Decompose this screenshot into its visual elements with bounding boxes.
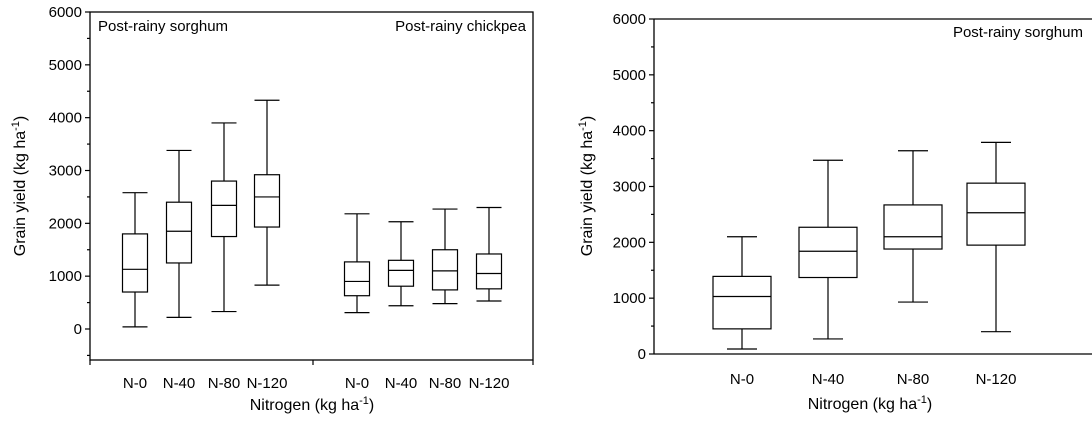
y-tick-label: 1000 [613,290,646,307]
x-tick-label: N-80 [208,375,241,392]
box-1-2 [431,208,459,305]
x-tick-label: N-40 [163,375,196,392]
box-0-2 [210,122,238,313]
x-tick-label: N-80 [429,375,462,392]
iqr-box [798,226,858,279]
iqr-box [253,174,281,228]
x-tick-label: N-40 [812,371,845,388]
x-tick-label: N-40 [385,375,418,392]
box-r-1 [798,159,858,340]
y-tick-label: 1000 [49,268,82,285]
iqr-box [712,275,772,330]
box-1-0 [343,213,371,314]
plot-frame [89,11,534,361]
x-axis-label: Nitrogen (kg ha-1) [250,395,375,414]
x-tick-label: N-120 [976,371,1017,388]
iqr-box [121,233,149,293]
box-r-3 [966,141,1026,333]
chart-left: 0 1000 2000 3000 4000 5000 6000 Post-rainy sorg… [10,4,534,414]
y-tick-label: 5000 [49,57,82,74]
group-annotation: Post-rainy sorghum [98,18,228,35]
box-1-3 [475,206,503,302]
x-tick-label: N-0 [345,375,369,392]
y-tick-label: 6000 [613,11,646,28]
y-tick-label: 0 [74,321,82,338]
iqr-box [966,182,1026,246]
x-tick-label: N-120 [469,375,510,392]
x-axis-label: Nitrogen (kg ha-1) [808,394,933,413]
iqr-box [431,249,459,291]
box-1-1 [387,221,415,307]
box-0-3 [253,99,281,286]
y-tick-label: 2000 [613,234,646,251]
x-tick-label: N-0 [730,371,754,388]
y-tick-label: 3000 [49,163,82,180]
y-tick-label: 2000 [49,215,82,232]
iqr-box [475,253,503,290]
box-0-1 [165,149,193,318]
y-axis-label: Grain yield (kg ha-1) [10,116,29,257]
iqr-box [210,180,238,238]
y-tick-label: 6000 [49,4,82,21]
iqr-box [387,259,415,287]
box-r-0 [712,236,772,350]
y-tick-label: 0 [638,346,646,363]
x-tick-label: N-80 [897,371,930,388]
y-tick-label: 5000 [613,67,646,84]
box-0-0 [121,192,149,328]
chart-right: 0 1000 2000 3000 4000 5000 6000 Post-rainy sorg… [577,11,1092,413]
y-tick-label: 3000 [613,179,646,196]
iqr-box [165,201,193,264]
y-tick-label: 4000 [49,110,82,127]
x-tick-label: N-120 [247,375,288,392]
y-axis-label: Grain yield (kg ha-1) [577,116,596,257]
chart-annotation: Post-rainy sorghum [953,24,1083,41]
group-annotation: Post-rainy chickpea [395,18,527,35]
iqr-box [883,204,943,250]
y-tick-label: 4000 [613,123,646,140]
iqr-box [343,261,371,297]
x-tick-label: N-0 [123,375,147,392]
box-r-2 [883,150,943,303]
